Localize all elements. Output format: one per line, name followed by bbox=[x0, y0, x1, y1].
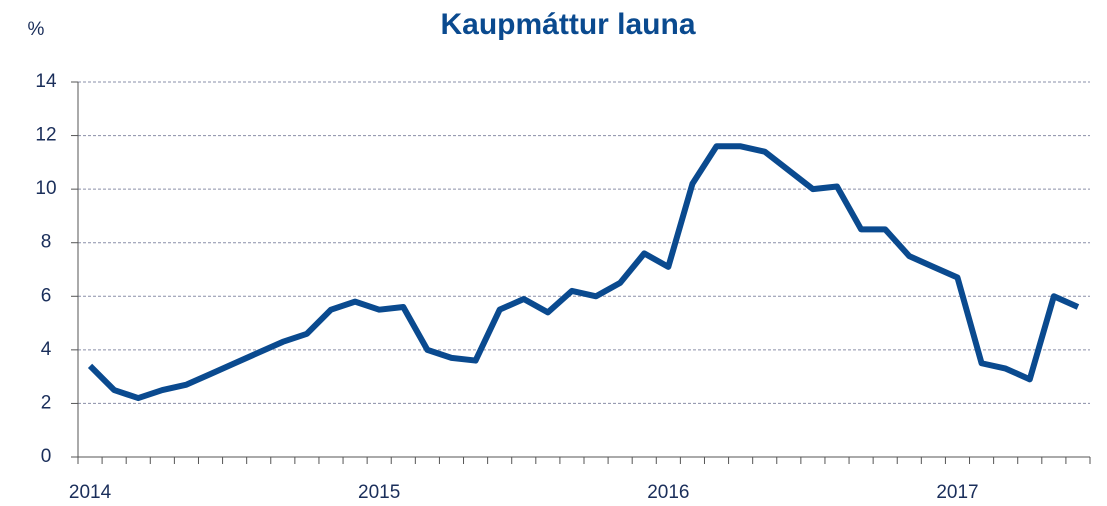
y-tick-label: 14 bbox=[35, 71, 57, 92]
chart-title: Kaupmáttur launa bbox=[440, 8, 695, 41]
y-tick-label: 4 bbox=[41, 339, 52, 360]
x-tick-label: 2016 bbox=[647, 482, 689, 503]
line-series bbox=[87, 143, 1080, 402]
x-tick-label: 2014 bbox=[69, 482, 112, 503]
y-tick-label: 0 bbox=[41, 446, 52, 467]
y-tick-label: 12 bbox=[35, 125, 56, 146]
y-tick-label: 6 bbox=[41, 285, 52, 306]
y-tick-label: 8 bbox=[41, 232, 52, 253]
y-axis-label: % bbox=[28, 19, 45, 40]
y-tick-label: 2 bbox=[41, 392, 52, 413]
x-tick-label: 2015 bbox=[358, 482, 400, 503]
x-tick-label: 2017 bbox=[936, 482, 978, 503]
y-tick-label: 10 bbox=[35, 178, 56, 199]
